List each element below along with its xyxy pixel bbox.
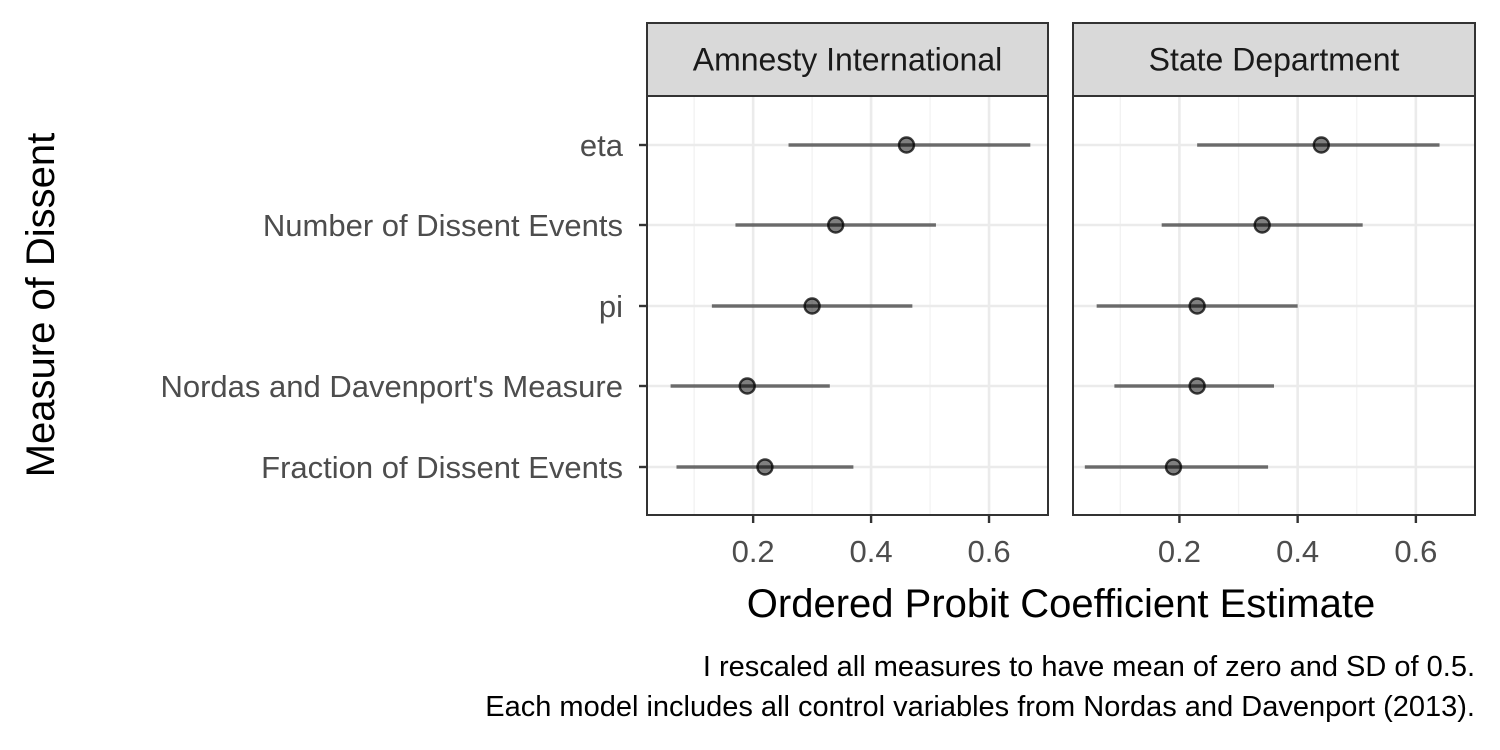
y-tick-label: Number of Dissent Events: [263, 208, 623, 243]
estimate-point: [1312, 136, 1330, 154]
estimate-point: [1188, 297, 1206, 315]
estimate-point: [803, 297, 821, 315]
x-tick-label: 0.6: [1394, 534, 1437, 569]
estimate-point: [897, 136, 916, 154]
y-axis-title: Measure of Dissent: [19, 133, 63, 478]
x-tick-label: 0.2: [732, 534, 775, 569]
x-tick-label: 0.4: [850, 534, 893, 569]
x-axis-title: Ordered Probit Coefficient Estimate: [747, 582, 1375, 626]
caption-line: Each model includes all control variable…: [485, 691, 1475, 723]
estimate-point: [1253, 216, 1271, 234]
x-tick-label: 0.6: [967, 534, 1010, 569]
facet-strip-label: Amnesty International: [693, 42, 1003, 78]
facet-strip-label: State Department: [1149, 42, 1400, 78]
x-tick-label: 0.4: [1276, 534, 1319, 569]
estimate-point: [827, 216, 845, 234]
facet-strip: [1072, 22, 1476, 97]
y-tick-label: Nordas and Davenport's Measure: [160, 369, 623, 404]
y-tick-label: Fraction of Dissent Events: [261, 450, 623, 485]
estimate-point: [738, 377, 756, 395]
facet-strip: [646, 22, 1049, 97]
estimate-point: [1164, 458, 1183, 476]
y-tick-label: eta: [580, 128, 624, 163]
x-tick-label: 0.2: [1158, 534, 1201, 569]
caption-line: I rescaled all measures to have mean of …: [703, 651, 1475, 683]
estimate-point: [756, 458, 774, 476]
y-tick-label: pi: [599, 289, 623, 324]
estimate-point: [1188, 377, 1206, 395]
